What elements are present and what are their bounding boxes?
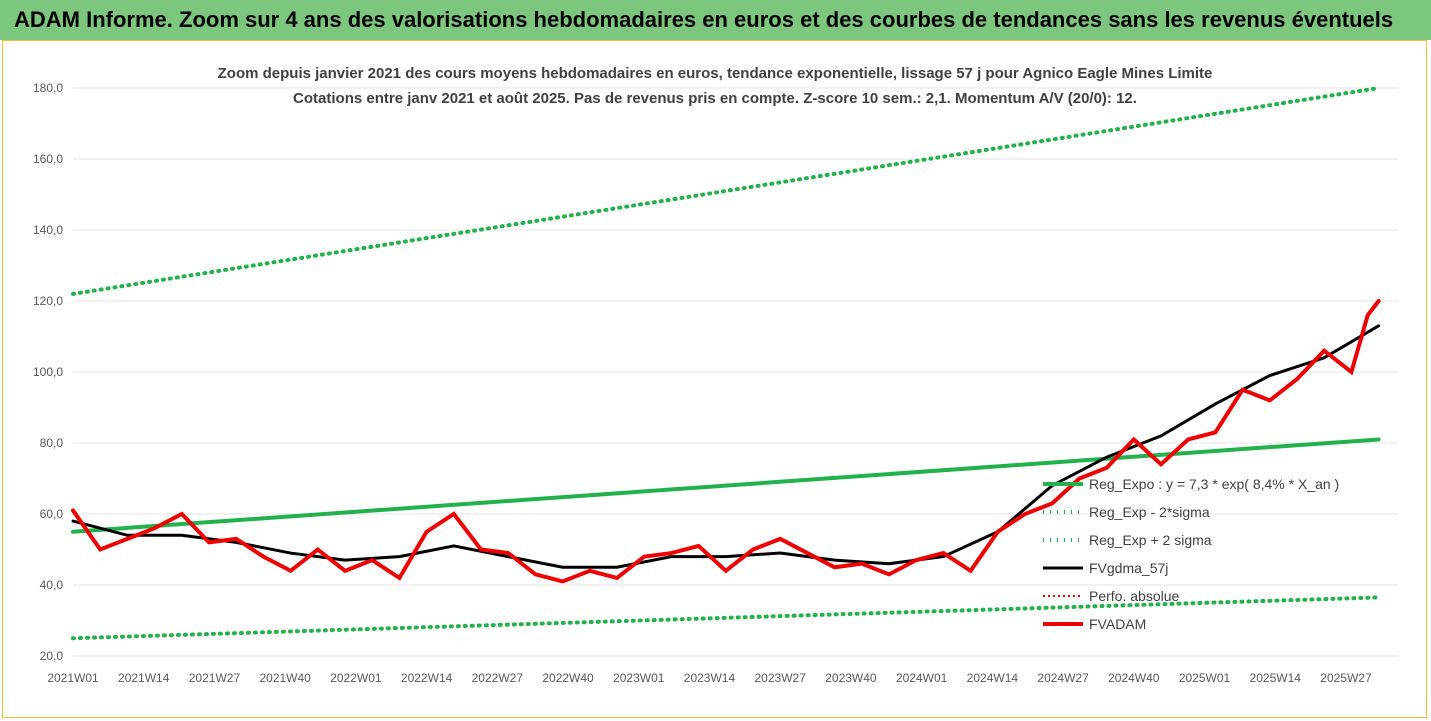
series-line [71,324,1381,569]
y-tick-label: 180,0 [33,81,63,95]
y-tick-label: 80,0 [40,436,64,450]
y-tick-label: 60,0 [40,507,64,521]
x-tick-label: 2021W40 [259,671,311,685]
legend-entry: Reg_Exp + 2 sigma [1089,532,1212,548]
series-line [71,299,1381,584]
x-tick-label: 2025W01 [1179,671,1231,685]
report-header: ADAM Informe. Zoom sur 4 ans des valoris… [0,0,1431,40]
x-tick-label: 2023W14 [684,671,736,685]
x-tick-label: 2022W01 [330,671,382,685]
series-line [71,595,1381,641]
y-tick-label: 120,0 [33,294,63,308]
x-tick-label: 2024W01 [896,671,948,685]
x-tick-label: 2021W01 [47,671,99,685]
chart-title: Zoom depuis janvier 2021 des cours moyen… [218,65,1213,82]
legend-entry: FVADAM [1089,616,1146,632]
x-tick-label: 2025W27 [1320,671,1372,685]
legend-entry: Reg_Expo : y = 7,3 * exp( 8,4% * X_an ) [1089,476,1339,492]
legend-entry: FVgdma_57j [1089,560,1168,576]
x-tick-label: 2022W14 [401,671,453,685]
x-tick-label: 2023W01 [613,671,665,685]
y-tick-label: 20,0 [40,649,64,663]
series-line [71,86,1381,296]
x-tick-label: 2021W27 [189,671,241,685]
x-tick-label: 2022W27 [472,671,524,685]
y-tick-label: 160,0 [33,152,63,166]
y-tick-label: 100,0 [33,365,63,379]
x-tick-label: 2024W27 [1037,671,1089,685]
x-tick-label: 2024W40 [1108,671,1160,685]
y-tick-label: 140,0 [33,223,63,237]
chart-frame: Zoom depuis janvier 2021 des cours moyen… [2,40,1427,718]
x-tick-label: 2024W14 [967,671,1019,685]
x-tick-label: 2022W40 [542,671,594,685]
x-tick-label: 2023W40 [825,671,877,685]
line-chart: Zoom depuis janvier 2021 des cours moyen… [33,65,1398,685]
x-tick-label: 2025W14 [1250,671,1302,685]
x-tick-label: 2021W14 [118,671,170,685]
legend-entry: Perfo. absolue [1089,588,1179,604]
y-tick-label: 40,0 [40,578,64,592]
chart-subtitle: Cotations entre janv 2021 et août 2025. … [293,90,1137,107]
legend-entry: Reg_Exp - 2*sigma [1089,504,1210,520]
x-tick-label: 2023W27 [755,671,807,685]
series-line [71,437,1381,534]
